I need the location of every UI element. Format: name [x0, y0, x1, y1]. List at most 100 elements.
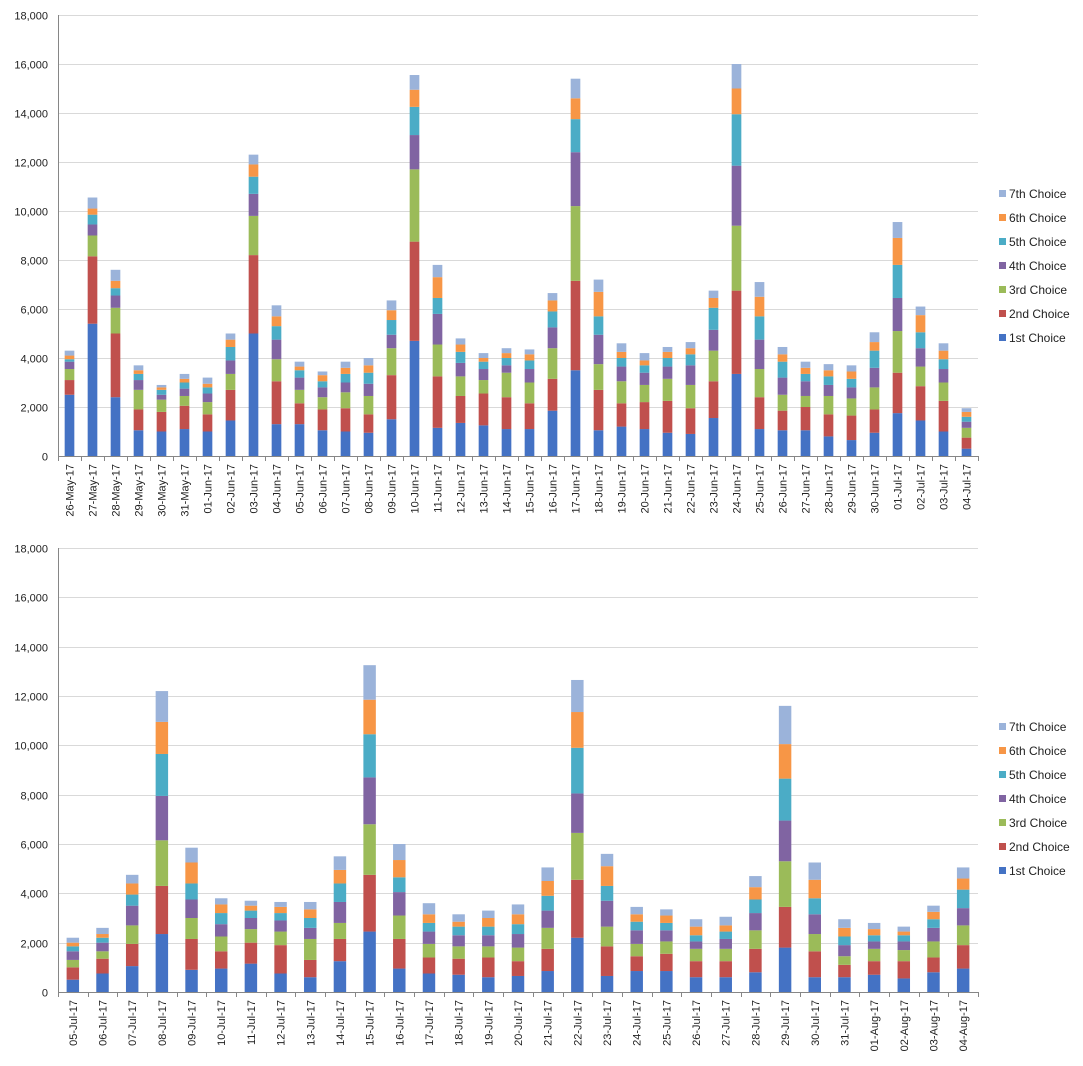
x-tick-label: 31-Jul-17 [839, 1000, 851, 1046]
bar-segment-4 [689, 941, 703, 949]
bar-segment-3 [363, 824, 376, 875]
bar-segment-6 [225, 339, 236, 347]
bar-segment-2 [155, 885, 169, 935]
bar-segment-7 [363, 665, 376, 700]
bar-segment-3 [778, 861, 792, 907]
bar-segment-4 [570, 152, 581, 207]
bar-segment-4 [185, 899, 198, 918]
bar-segment-7 [600, 853, 614, 867]
bar-segment-3 [202, 402, 213, 415]
bar-segment-4 [754, 339, 765, 370]
bar-segment-2 [179, 405, 190, 430]
x-tick-label: 27-Jun-17 [801, 464, 813, 514]
bar-segment-3 [570, 206, 581, 281]
bar-segment-7 [179, 373, 190, 379]
bar-segment-7 [422, 903, 436, 915]
bar-segment-3 [689, 948, 703, 962]
bar-segment-4 [179, 388, 190, 396]
bar-segment-2 [274, 945, 287, 974]
bar-segment-1 [867, 974, 881, 992]
bar-segment-6 [96, 934, 109, 938]
y-tick-label: 6,000 [20, 840, 48, 852]
bar-segment-5 [248, 176, 259, 194]
bar-segment-3 [501, 372, 512, 398]
bar-segment-6 [155, 721, 169, 754]
bar-segment-1 [455, 422, 466, 456]
bar-segment-2 [317, 409, 328, 431]
bar-segment-3 [708, 350, 719, 382]
bar-segment-4 [961, 421, 972, 428]
bar-segment-2 [225, 389, 236, 421]
bar-segment-7 [202, 377, 213, 384]
x-tick-label: 27-May-17 [88, 464, 100, 517]
bar-segment-3 [846, 398, 857, 416]
bar-segment-2 [511, 961, 525, 976]
bar-segment-3 [685, 384, 696, 409]
bar-segment-4 [393, 892, 406, 916]
bar-segment-7 [708, 290, 719, 298]
bar-segment-3 [892, 331, 903, 373]
bar-segment-1 [274, 973, 287, 992]
bar-segment-1 [778, 947, 792, 992]
x-tick-label: 10-Jul-17 [216, 1000, 228, 1046]
chart-bottom: 0 2,000 4,000 6,000 8,000 10,000 12,000 14,000 1… [14, 544, 1070, 1052]
bar-segment-6 [214, 904, 228, 914]
bar-segment-1 [125, 966, 139, 992]
bar-segment-2 [961, 437, 972, 449]
bar-segment-6 [478, 358, 489, 362]
bar-segment-6 [333, 869, 347, 884]
bar-segment-1 [571, 937, 584, 992]
bar-segment-3 [340, 392, 351, 409]
bar-segment-2 [662, 400, 673, 433]
bar-segment-7 [340, 361, 351, 368]
bar-segment-7 [800, 361, 811, 368]
bar-segment-2 [333, 938, 347, 962]
x-tick-label: 20-Jun-17 [640, 464, 652, 514]
bar-segment-5 [87, 214, 98, 225]
bar-segment-1 [478, 425, 489, 457]
legend-label: 3rd Choice [1009, 283, 1067, 297]
x-tick-label: 12-Jun-17 [456, 464, 468, 514]
bar-segment-4 [892, 297, 903, 332]
legend-swatch [999, 747, 1006, 754]
x-tick-label: 11-Jul-17 [246, 1000, 258, 1045]
bar-segment-2 [838, 964, 851, 978]
bar-segment-3 [422, 943, 436, 958]
bar-segment-1 [110, 397, 121, 456]
bar-segment-1 [96, 973, 109, 992]
bar-segment-5 [393, 877, 406, 893]
bar-segment-1 [777, 430, 788, 456]
bar-segment-4 [731, 165, 742, 226]
bar-segment-7 [432, 264, 443, 278]
bar-segment-6 [125, 883, 139, 895]
bar-segment-5 [455, 351, 466, 363]
bar-segment-4 [708, 329, 719, 351]
bar-segment-1 [133, 430, 144, 456]
bar-segment-1 [593, 430, 604, 456]
bar-segment-6 [800, 367, 811, 374]
bar-segment-6 [340, 367, 351, 374]
legend-label: 6th Choice [1009, 211, 1067, 225]
bar-segment-7 [133, 365, 144, 371]
bar-segment-3 [179, 395, 190, 406]
bar-segment-5 [897, 935, 911, 942]
bar-segment-4 [897, 941, 911, 951]
bar-segment-4 [333, 901, 347, 923]
bar-segment-5 [777, 361, 788, 378]
bar-segment-6 [823, 370, 834, 377]
x-tick-label: 24-Jul-17 [632, 1000, 644, 1046]
x-tick-label: 13-Jun-17 [479, 464, 491, 514]
bar-segment-1 [179, 429, 190, 456]
x-tick-label: 15-Jul-17 [365, 1000, 377, 1046]
x-tick-label: 21-Jul-17 [543, 1000, 555, 1046]
bar-segment-5 [719, 931, 732, 939]
bar-segment-3 [571, 832, 584, 880]
bar-segment-4 [593, 334, 604, 365]
bar-segment-5 [662, 358, 673, 367]
bar-segment-5 [808, 898, 821, 915]
y-tick-label: 4,000 [20, 889, 48, 901]
y-tick-label: 14,000 [14, 109, 48, 121]
bar-segment-2 [689, 961, 703, 978]
bar-segment-1 [897, 978, 911, 992]
legend-swatch [999, 238, 1006, 245]
